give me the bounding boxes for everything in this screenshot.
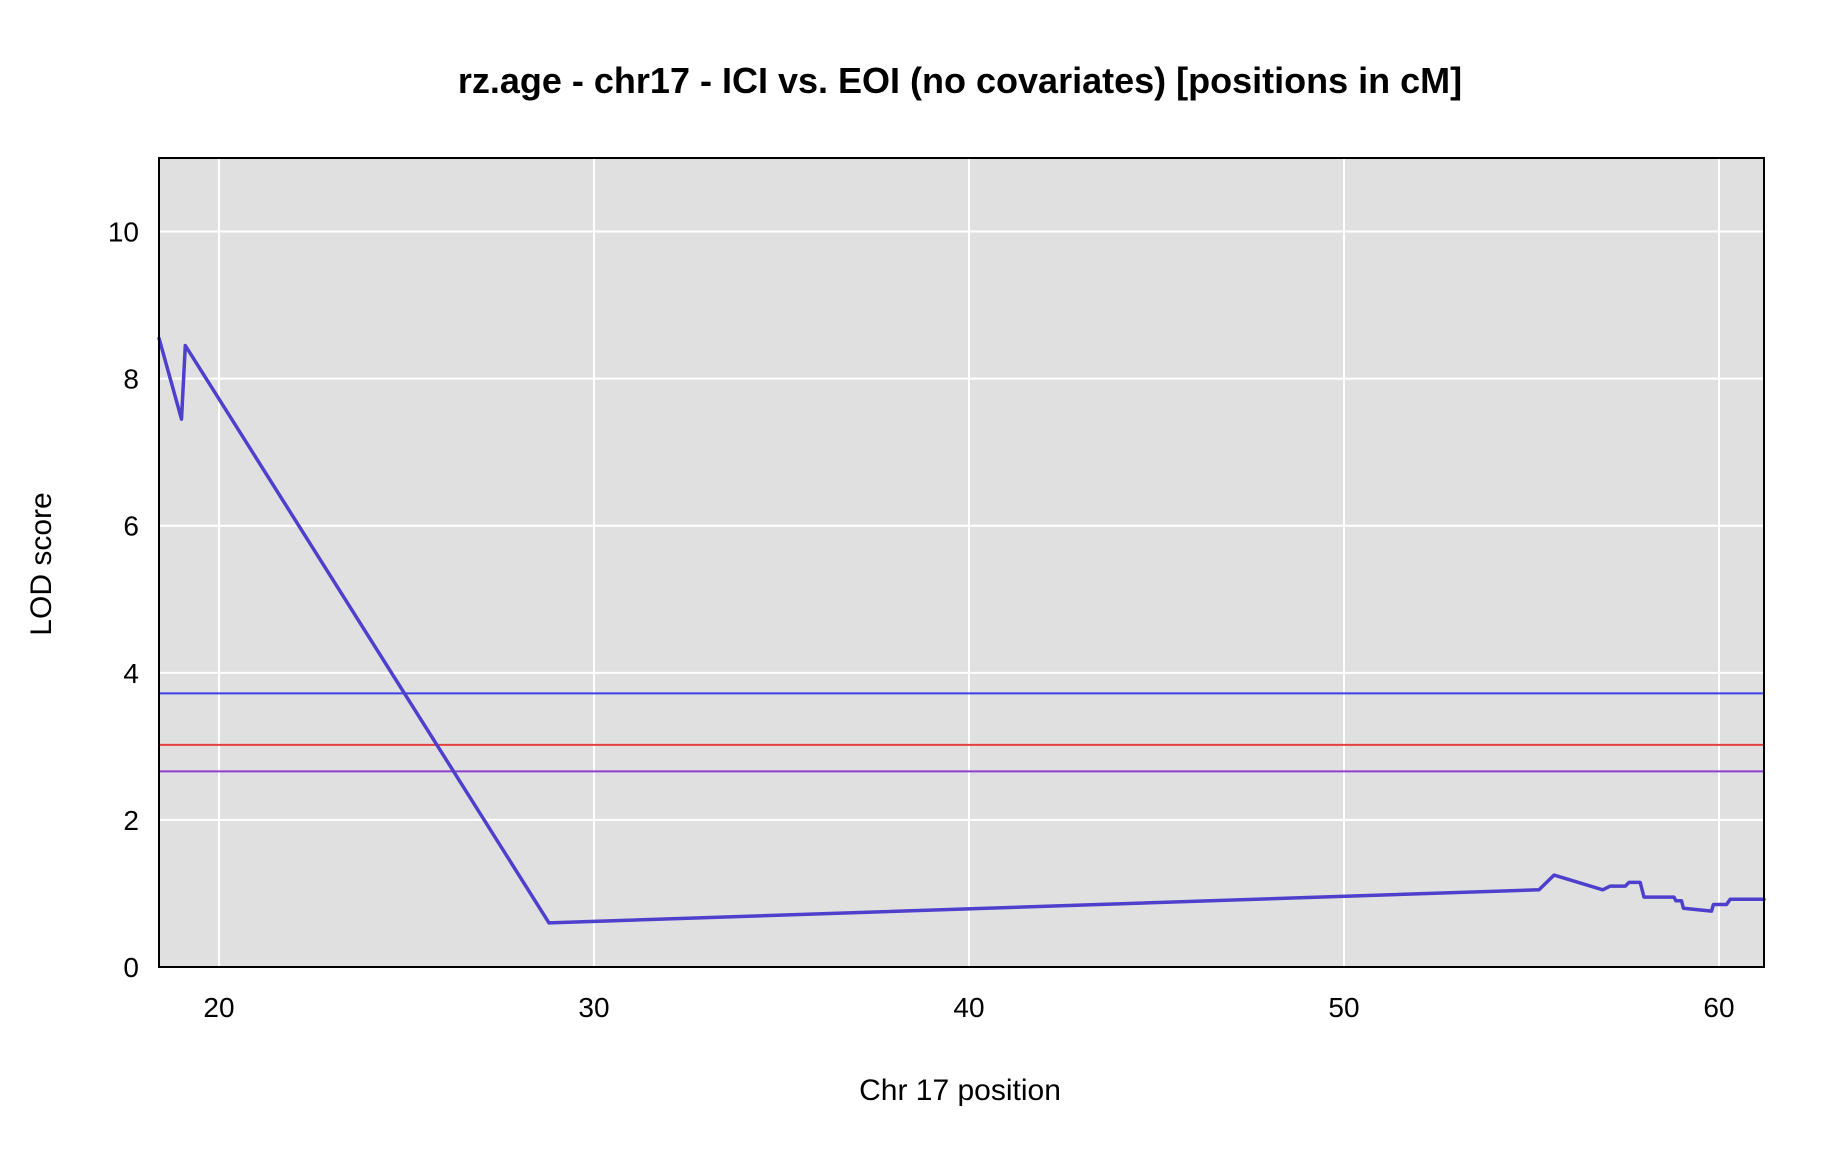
x-tick-label: 20: [203, 992, 234, 1023]
y-tick-label: 0: [123, 952, 139, 983]
y-tick-label: 6: [123, 511, 139, 542]
y-tick-label: 10: [108, 217, 139, 248]
x-tick-label: 40: [953, 992, 984, 1023]
y-axis-label: LOD score: [25, 492, 58, 635]
plot-background: [159, 158, 1764, 967]
x-axis-label: Chr 17 position: [859, 1074, 1061, 1107]
plot-frame: [158, 157, 1765, 968]
y-tick-label: 2: [123, 805, 139, 836]
x-tick-label: 60: [1703, 992, 1734, 1023]
y-tick-label: 4: [123, 658, 139, 689]
plot-area: 0 2 4 6 8 10 20 30 40 50 60: [108, 157, 1766, 1023]
y-tick-label: 8: [123, 364, 139, 395]
x-tick-label: 50: [1328, 992, 1359, 1023]
chart-title: rz.age - chr17 - ICI vs. EOI (no covaria…: [458, 60, 1462, 101]
x-tick-label: 30: [578, 992, 609, 1023]
lod-curve: [157, 336, 1766, 925]
